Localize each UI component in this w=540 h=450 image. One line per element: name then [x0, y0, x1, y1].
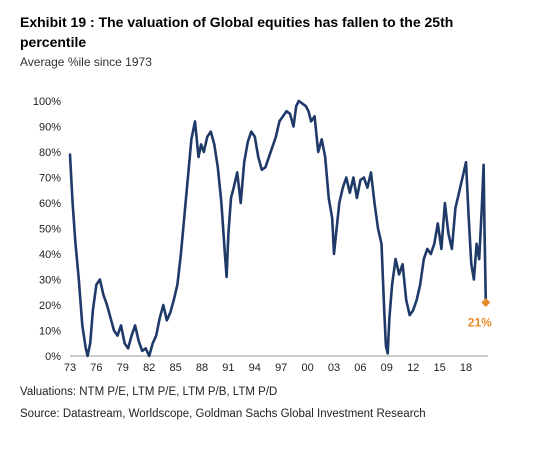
y-tick-label: 0%	[45, 351, 61, 363]
valuations-note: Valuations: NTM P/E, LTM P/E, LTM P/B, L…	[20, 386, 278, 398]
chart-subtitle: Average %ile since 1973	[20, 55, 152, 69]
source-note: Source: Datastream, Worldscope, Goldman …	[20, 408, 426, 420]
x-tick-label: 09	[381, 362, 393, 374]
current-value-label: 21%	[468, 315, 492, 329]
x-tick-label: 73	[64, 362, 76, 374]
y-tick-label: 80%	[39, 147, 61, 159]
line-chart: 0% 10% 20% 30% 40% 50% 60% 70% 80% 90% 100% 73 76 79…	[33, 96, 492, 374]
x-tick-label: 00	[301, 362, 313, 374]
x-axis: 73 76 79 82 85 88 91 94 97 00 03 06 09 12 15 18	[64, 355, 488, 374]
x-tick-label: 94	[249, 362, 261, 374]
y-tick-label: 90%	[39, 122, 61, 134]
chart-series	[68, 99, 488, 358]
chart-annotations: 21%	[468, 297, 492, 329]
y-tick-label: 10%	[39, 326, 61, 338]
x-tick-label: 97	[275, 362, 287, 374]
x-tick-label: 76	[90, 362, 102, 374]
x-tick-label: 12	[407, 362, 419, 374]
y-tick-label: 40%	[39, 249, 61, 261]
x-tick-label: 91	[222, 362, 234, 374]
x-tick-label: 03	[328, 362, 340, 374]
x-tick-label: 88	[196, 362, 208, 374]
y-tick-label: 50%	[39, 224, 61, 236]
x-tick-label: 82	[143, 362, 155, 374]
y-tick-label: 60%	[39, 198, 61, 210]
current-value-marker	[481, 297, 491, 307]
series-line	[68, 99, 488, 358]
x-tick-label: 18	[460, 362, 472, 374]
y-tick-label: 100%	[33, 96, 61, 108]
x-tick-label: 06	[354, 362, 366, 374]
y-tick-label: 30%	[39, 275, 61, 287]
y-tick-label: 20%	[39, 300, 61, 312]
x-tick-label: 15	[433, 362, 445, 374]
y-axis: 0% 10% 20% 30% 40% 50% 60% 70% 80% 90% 100%	[33, 96, 61, 363]
chart-title: Exhibit 19 : The valuation of Global equ…	[20, 14, 454, 50]
x-tick-label: 85	[169, 362, 181, 374]
y-tick-label: 70%	[39, 173, 61, 185]
x-tick-label: 79	[117, 362, 129, 374]
